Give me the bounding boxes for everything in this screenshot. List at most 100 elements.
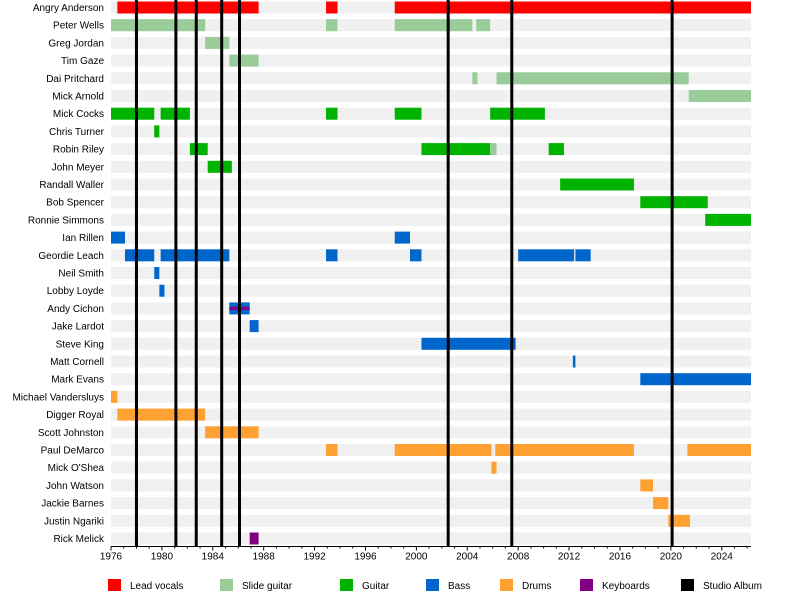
x-tick-label: 1980 bbox=[151, 552, 174, 563]
bar-bass bbox=[111, 231, 125, 244]
bar-bass bbox=[518, 249, 575, 262]
member-label: Ian Rillen bbox=[62, 233, 104, 244]
row-background bbox=[111, 532, 751, 545]
bar-bass bbox=[410, 249, 422, 262]
member-label: John Watson bbox=[46, 481, 104, 492]
row-background bbox=[111, 178, 751, 191]
row-background bbox=[111, 355, 751, 368]
bar-bass bbox=[124, 249, 155, 262]
x-tick-label: 2016 bbox=[609, 552, 632, 563]
bar-vocals bbox=[394, 1, 751, 14]
member-label: Michael Vandersluys bbox=[12, 392, 104, 403]
bar-drums bbox=[111, 390, 118, 403]
member-label: Mick Arnold bbox=[52, 92, 104, 103]
member-label: Dai Pritchard bbox=[46, 74, 104, 85]
bar-drums bbox=[687, 444, 751, 456]
row-background bbox=[111, 231, 751, 244]
legend-label-drums: Drums bbox=[522, 581, 551, 592]
bar-vocals bbox=[117, 1, 259, 14]
row-background bbox=[111, 497, 751, 510]
bar-drums bbox=[668, 514, 690, 527]
row-background bbox=[111, 267, 751, 279]
legend-label-keys: Keyboards bbox=[602, 581, 650, 592]
member-label: Neil Smith bbox=[58, 269, 104, 280]
bar-bass bbox=[640, 373, 751, 386]
member-label: Jake Lardot bbox=[52, 322, 104, 333]
bar-slide bbox=[205, 36, 230, 49]
member-label: Justin Ngariki bbox=[44, 516, 104, 527]
x-tick-label: 1976 bbox=[100, 552, 123, 563]
legend-label-slide: Slide guitar bbox=[242, 581, 293, 592]
bar-drums bbox=[326, 444, 338, 456]
member-label: Geordie Leach bbox=[38, 251, 104, 262]
row-background bbox=[111, 284, 751, 297]
bar-guitar bbox=[154, 125, 160, 138]
bar-guitar bbox=[548, 143, 564, 156]
row-background bbox=[111, 408, 751, 421]
bar-bass bbox=[159, 284, 165, 297]
bar-guitar bbox=[394, 107, 422, 120]
bar-slide bbox=[229, 54, 259, 67]
legend-swatch-vocals bbox=[108, 579, 121, 591]
member-label: Ronnie Simmons bbox=[28, 215, 104, 226]
legend-swatch-slide bbox=[220, 579, 233, 591]
bar-guitar bbox=[111, 107, 155, 120]
member-label: Steve King bbox=[56, 339, 104, 350]
row-background bbox=[111, 479, 751, 492]
row-background bbox=[111, 390, 751, 403]
bar-slide bbox=[476, 19, 491, 32]
bar-guitar bbox=[189, 143, 208, 156]
member-label: Jackie Barnes bbox=[41, 499, 104, 510]
bar-drums bbox=[653, 497, 669, 510]
x-tick-label: 2024 bbox=[711, 552, 734, 563]
legend-label-album: Studio Album bbox=[703, 581, 762, 592]
row-background bbox=[111, 461, 751, 474]
legend-label-bass: Bass bbox=[448, 581, 470, 592]
row-background bbox=[111, 196, 751, 209]
row-background bbox=[111, 302, 751, 315]
member-label: Digger Royal bbox=[46, 410, 104, 421]
member-label: Angry Anderson bbox=[33, 3, 104, 14]
bar-guitar bbox=[640, 196, 708, 209]
member-label: Mick O'Shea bbox=[48, 463, 105, 474]
member-label: Chris Turner bbox=[49, 127, 105, 138]
legend: Lead vocals Slide guitar Guitar Bass Drums Ke… bbox=[108, 579, 762, 592]
row-background bbox=[111, 160, 751, 173]
member-label: John Meyer bbox=[52, 162, 105, 173]
bar-bass bbox=[394, 231, 411, 244]
bar-bass bbox=[421, 337, 516, 350]
x-tick-label: 2008 bbox=[507, 552, 530, 563]
x-tick-label: 2000 bbox=[405, 552, 428, 563]
member-label: Scott Johnston bbox=[38, 428, 104, 439]
x-tick-label: 1996 bbox=[354, 552, 377, 563]
row-background bbox=[111, 90, 751, 102]
bar-slide bbox=[111, 19, 206, 32]
bar-drums bbox=[117, 408, 206, 421]
bar-bass bbox=[249, 320, 259, 333]
row-background bbox=[111, 426, 751, 439]
bar-drums bbox=[640, 479, 654, 492]
member-labels: Angry Anderson Peter Wells Greg Jordan Tim … bbox=[12, 3, 105, 545]
member-label: Robin Riley bbox=[53, 145, 104, 156]
bar-drums bbox=[491, 461, 497, 474]
bar-guitar bbox=[326, 107, 338, 120]
row-background bbox=[111, 320, 751, 333]
x-tick-label: 1988 bbox=[253, 552, 276, 563]
legend-swatch-keys bbox=[580, 579, 593, 591]
bar-keys bbox=[249, 532, 259, 545]
bar-bass bbox=[154, 267, 160, 279]
bar-slide bbox=[496, 72, 689, 85]
x-tick-label: 2012 bbox=[558, 552, 581, 563]
row-background bbox=[111, 514, 751, 527]
member-label: Peter Wells bbox=[53, 21, 104, 32]
bar-slide bbox=[472, 72, 478, 85]
album-lines bbox=[134, 0, 674, 547]
row-background bbox=[111, 54, 751, 67]
row-background bbox=[111, 373, 751, 386]
x-tick-label: 2020 bbox=[660, 552, 683, 563]
x-tick-label: 2004 bbox=[456, 552, 479, 563]
row-background bbox=[111, 213, 751, 226]
bar-guitar bbox=[560, 178, 634, 191]
bar-drums bbox=[495, 444, 634, 456]
